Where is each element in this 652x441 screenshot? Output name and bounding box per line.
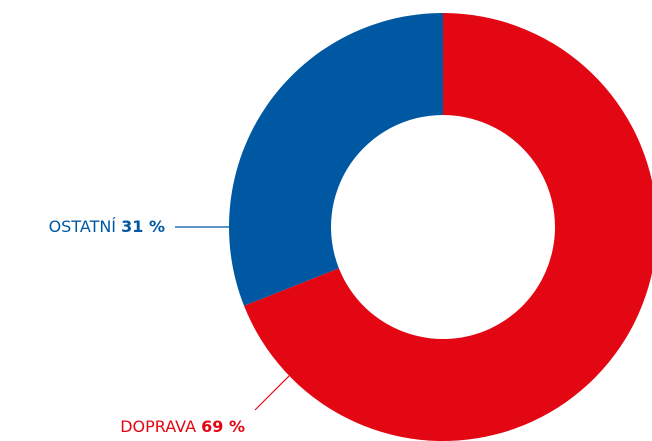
value-label: 69 %	[201, 417, 245, 436]
labels: DOPRAVA 69 % OSTATNÍ 31 %	[49, 217, 293, 436]
slices	[228, 13, 652, 441]
slice	[228, 13, 443, 306]
category-label: DOPRAVA	[120, 417, 196, 436]
slice-label: DOPRAVA 69 %	[120, 417, 245, 436]
value-label: 31 %	[121, 217, 165, 236]
leader-line	[254, 372, 293, 411]
category-label: OSTATNÍ	[49, 217, 117, 236]
slice-label: OSTATNÍ 31 %	[49, 217, 165, 236]
slice	[244, 13, 652, 441]
